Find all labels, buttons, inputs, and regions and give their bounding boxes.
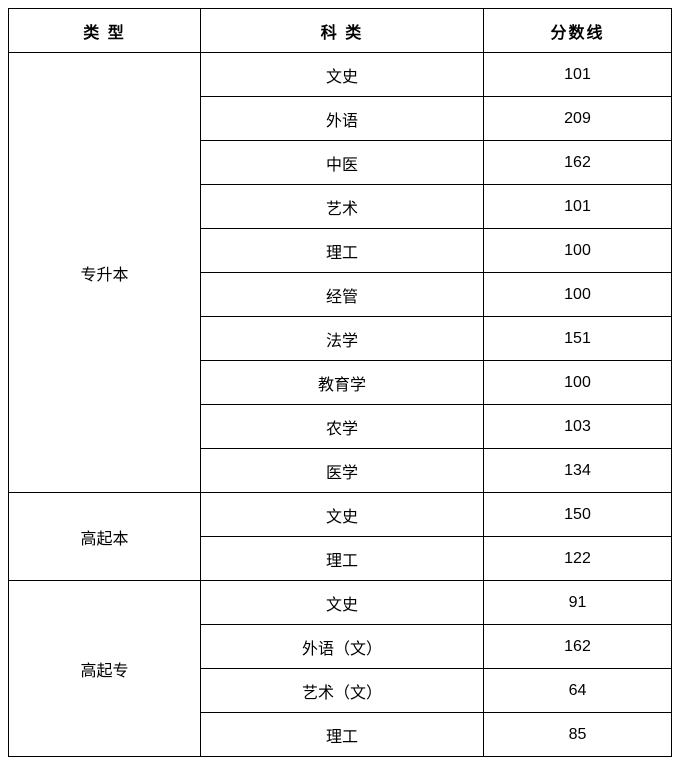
category-cell: 理工	[201, 713, 484, 757]
table-body: 专升本文史101外语209中医162艺术101理工100经管100法学151教育…	[9, 53, 672, 757]
category-cell: 理工	[201, 229, 484, 273]
header-score: 分数线	[484, 9, 672, 53]
score-cell: 150	[484, 493, 672, 537]
type-cell: 高起专	[9, 581, 201, 757]
type-cell: 高起本	[9, 493, 201, 581]
score-cell: 101	[484, 53, 672, 97]
table-row: 专升本文史101	[9, 53, 672, 97]
score-cell: 100	[484, 273, 672, 317]
header-type: 类 型	[9, 9, 201, 53]
category-cell: 外语（文）	[201, 625, 484, 669]
score-cell: 122	[484, 537, 672, 581]
category-cell: 文史	[201, 581, 484, 625]
table-row: 高起本文史150	[9, 493, 672, 537]
header-category: 科 类	[201, 9, 484, 53]
category-cell: 中医	[201, 141, 484, 185]
category-cell: 艺术	[201, 185, 484, 229]
score-cell: 162	[484, 141, 672, 185]
score-cell: 151	[484, 317, 672, 361]
category-cell: 文史	[201, 493, 484, 537]
category-cell: 外语	[201, 97, 484, 141]
header-row: 类 型 科 类 分数线	[9, 9, 672, 53]
score-cell: 100	[484, 361, 672, 405]
category-cell: 教育学	[201, 361, 484, 405]
category-cell: 理工	[201, 537, 484, 581]
score-cell: 91	[484, 581, 672, 625]
category-cell: 文史	[201, 53, 484, 97]
score-cell: 103	[484, 405, 672, 449]
score-table: 类 型 科 类 分数线 专升本文史101外语209中医162艺术101理工100…	[8, 8, 672, 757]
category-cell: 医学	[201, 449, 484, 493]
score-cell: 85	[484, 713, 672, 757]
score-cell: 64	[484, 669, 672, 713]
score-cell: 162	[484, 625, 672, 669]
score-cell: 134	[484, 449, 672, 493]
score-cell: 100	[484, 229, 672, 273]
category-cell: 经管	[201, 273, 484, 317]
category-cell: 农学	[201, 405, 484, 449]
category-cell: 艺术（文）	[201, 669, 484, 713]
score-cell: 101	[484, 185, 672, 229]
table-row: 高起专文史91	[9, 581, 672, 625]
category-cell: 法学	[201, 317, 484, 361]
score-cell: 209	[484, 97, 672, 141]
type-cell: 专升本	[9, 53, 201, 493]
